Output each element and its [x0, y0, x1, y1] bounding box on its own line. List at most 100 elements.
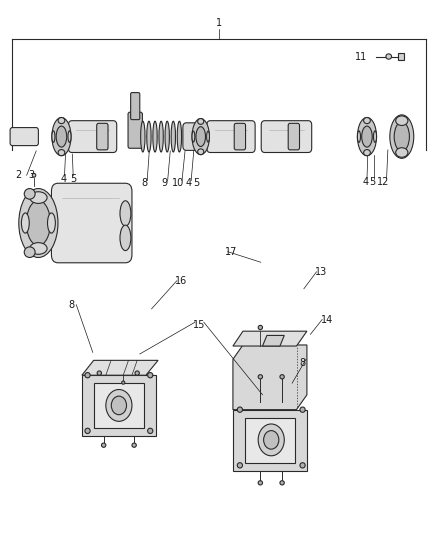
- Ellipse shape: [153, 121, 157, 152]
- Ellipse shape: [198, 149, 204, 155]
- FancyBboxPatch shape: [207, 120, 255, 152]
- FancyBboxPatch shape: [68, 120, 117, 152]
- Text: 5: 5: [193, 178, 199, 188]
- Text: 12: 12: [377, 177, 390, 187]
- Ellipse shape: [32, 173, 36, 177]
- Ellipse shape: [258, 481, 262, 485]
- Ellipse shape: [198, 118, 204, 124]
- Ellipse shape: [147, 121, 151, 152]
- Ellipse shape: [258, 424, 284, 456]
- Ellipse shape: [165, 121, 170, 152]
- Ellipse shape: [132, 443, 136, 447]
- Bar: [233, 410, 307, 471]
- Ellipse shape: [192, 131, 195, 142]
- Ellipse shape: [30, 192, 47, 204]
- Text: 4: 4: [60, 174, 66, 184]
- Text: 5: 5: [70, 174, 76, 184]
- Ellipse shape: [141, 121, 145, 152]
- Ellipse shape: [122, 381, 125, 384]
- Ellipse shape: [52, 117, 71, 156]
- Text: 13: 13: [315, 267, 327, 277]
- Ellipse shape: [394, 122, 410, 151]
- FancyBboxPatch shape: [51, 183, 132, 263]
- Ellipse shape: [207, 131, 209, 142]
- Ellipse shape: [135, 371, 139, 375]
- Ellipse shape: [97, 371, 102, 375]
- Polygon shape: [82, 360, 158, 375]
- Ellipse shape: [396, 148, 408, 157]
- Ellipse shape: [280, 481, 284, 485]
- Ellipse shape: [58, 117, 65, 124]
- Text: 16: 16: [175, 276, 187, 286]
- Ellipse shape: [52, 131, 55, 142]
- Ellipse shape: [258, 325, 262, 329]
- Text: 15: 15: [193, 320, 205, 330]
- Ellipse shape: [24, 189, 35, 199]
- Ellipse shape: [68, 131, 71, 142]
- Ellipse shape: [364, 150, 370, 156]
- Text: 17: 17: [225, 247, 237, 257]
- Ellipse shape: [280, 375, 284, 379]
- Bar: [245, 418, 295, 463]
- Ellipse shape: [47, 213, 55, 233]
- Ellipse shape: [364, 117, 370, 124]
- Ellipse shape: [171, 121, 176, 152]
- Ellipse shape: [258, 375, 262, 379]
- Ellipse shape: [390, 115, 414, 158]
- Text: 3: 3: [29, 171, 35, 180]
- Ellipse shape: [30, 243, 47, 254]
- FancyBboxPatch shape: [288, 123, 300, 150]
- FancyBboxPatch shape: [234, 123, 246, 150]
- Text: 2: 2: [16, 171, 22, 180]
- Ellipse shape: [357, 117, 377, 156]
- FancyBboxPatch shape: [10, 127, 39, 146]
- Ellipse shape: [19, 189, 58, 257]
- Text: 4: 4: [362, 177, 368, 187]
- Polygon shape: [262, 335, 284, 346]
- Ellipse shape: [58, 150, 65, 156]
- Ellipse shape: [357, 131, 360, 142]
- Text: 8: 8: [300, 358, 306, 368]
- Ellipse shape: [192, 118, 209, 155]
- Ellipse shape: [396, 116, 408, 125]
- Ellipse shape: [196, 127, 205, 147]
- Ellipse shape: [106, 390, 132, 421]
- Ellipse shape: [120, 201, 131, 226]
- Text: 9: 9: [162, 178, 168, 188]
- Ellipse shape: [120, 225, 131, 251]
- Ellipse shape: [21, 213, 29, 233]
- Ellipse shape: [300, 407, 305, 413]
- Ellipse shape: [85, 428, 90, 433]
- Text: 5: 5: [370, 177, 376, 187]
- FancyBboxPatch shape: [183, 123, 198, 150]
- Ellipse shape: [374, 131, 377, 142]
- Text: 8: 8: [69, 300, 75, 310]
- Ellipse shape: [237, 407, 243, 413]
- Ellipse shape: [111, 396, 127, 415]
- Text: 7: 7: [47, 223, 53, 233]
- Ellipse shape: [26, 200, 50, 246]
- Ellipse shape: [148, 373, 153, 378]
- Ellipse shape: [177, 121, 182, 152]
- FancyBboxPatch shape: [97, 123, 108, 150]
- Polygon shape: [233, 345, 307, 410]
- Text: 14: 14: [321, 314, 333, 325]
- Ellipse shape: [85, 373, 90, 378]
- Bar: [398, 53, 403, 60]
- Ellipse shape: [159, 121, 163, 152]
- Ellipse shape: [24, 247, 35, 257]
- Ellipse shape: [56, 126, 67, 147]
- Text: 4: 4: [185, 178, 191, 188]
- Ellipse shape: [300, 463, 305, 468]
- Ellipse shape: [148, 428, 153, 433]
- Ellipse shape: [386, 54, 392, 59]
- Bar: [94, 383, 144, 428]
- Ellipse shape: [362, 126, 372, 147]
- Ellipse shape: [264, 431, 279, 449]
- Bar: [82, 375, 156, 436]
- Ellipse shape: [102, 443, 106, 447]
- Ellipse shape: [237, 463, 243, 468]
- FancyBboxPatch shape: [131, 93, 140, 119]
- Text: 11: 11: [355, 52, 367, 61]
- Text: 10: 10: [172, 178, 184, 188]
